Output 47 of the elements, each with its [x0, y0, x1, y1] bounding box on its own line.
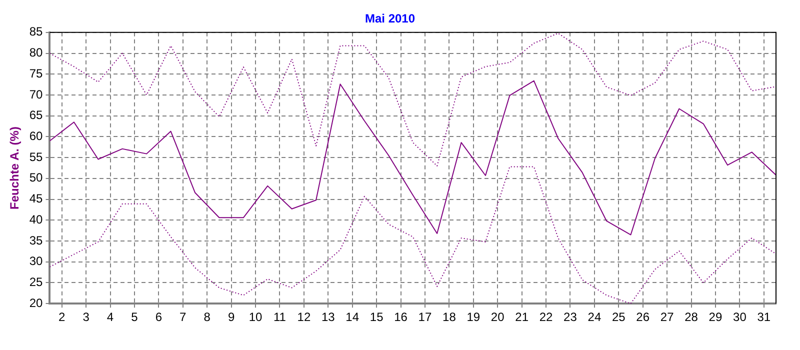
x-tick-label: 21: [515, 310, 529, 324]
x-tick-label: 27: [660, 310, 674, 324]
y-tick-label: 60: [29, 129, 44, 144]
x-tick-label: 2: [58, 310, 66, 324]
y-tick-label: 80: [29, 46, 44, 60]
y-tick-label: 25: [29, 275, 44, 290]
y-tick-label: 20: [29, 296, 44, 310]
x-tick-label: 10: [248, 310, 263, 324]
x-tick-label: 3: [82, 310, 90, 324]
y-tick-label: 75: [29, 66, 44, 80]
y-tick-label: 30: [29, 254, 44, 268]
x-tick-label: 28: [684, 310, 698, 324]
x-tick-label: 14: [346, 310, 360, 324]
y-tick-label: 85: [29, 24, 44, 39]
x-tick-label: 15: [370, 310, 384, 324]
x-tick-label: 11: [273, 310, 286, 324]
x-tick-label: 18: [442, 310, 456, 324]
y-axis-title: Feuchte A. (%): [8, 126, 22, 210]
x-tick-label: 5: [131, 310, 138, 324]
x-tick-label: 17: [418, 310, 432, 324]
x-tick-label: 29: [708, 310, 722, 324]
x-tick-label: 19: [466, 310, 480, 324]
y-tick-label: 50: [29, 170, 44, 185]
x-tick-label: 25: [612, 310, 626, 324]
x-tick-label: 24: [588, 310, 602, 324]
y-tick-label: 40: [29, 212, 44, 226]
x-tick-label: 20: [490, 310, 505, 324]
x-tick-label: 23: [564, 310, 578, 324]
y-tick-label: 70: [29, 87, 44, 102]
y-tick-label: 45: [29, 192, 44, 206]
x-tick-label: 7: [180, 310, 187, 324]
x-tick-label: 12: [297, 310, 311, 324]
x-tick-label: 6: [155, 310, 162, 324]
x-tick-label: 30: [733, 310, 747, 324]
x-tick-label: 26: [636, 310, 650, 324]
line-series: [50, 32, 776, 166]
x-tick-label: 16: [394, 310, 408, 324]
y-tick-label: 65: [29, 108, 44, 122]
x-tick-label: 4: [106, 310, 114, 324]
y-tick-label: 55: [29, 150, 44, 164]
x-tick-label: 9: [228, 310, 235, 324]
x-tick-label: 31: [757, 310, 771, 324]
x-tick-label: 8: [204, 310, 211, 324]
x-tick-label: 22: [539, 310, 554, 324]
y-tick-label: 35: [29, 233, 44, 248]
chart-title: Mai 2010: [364, 12, 416, 26]
x-tick-label: 13: [321, 310, 336, 324]
